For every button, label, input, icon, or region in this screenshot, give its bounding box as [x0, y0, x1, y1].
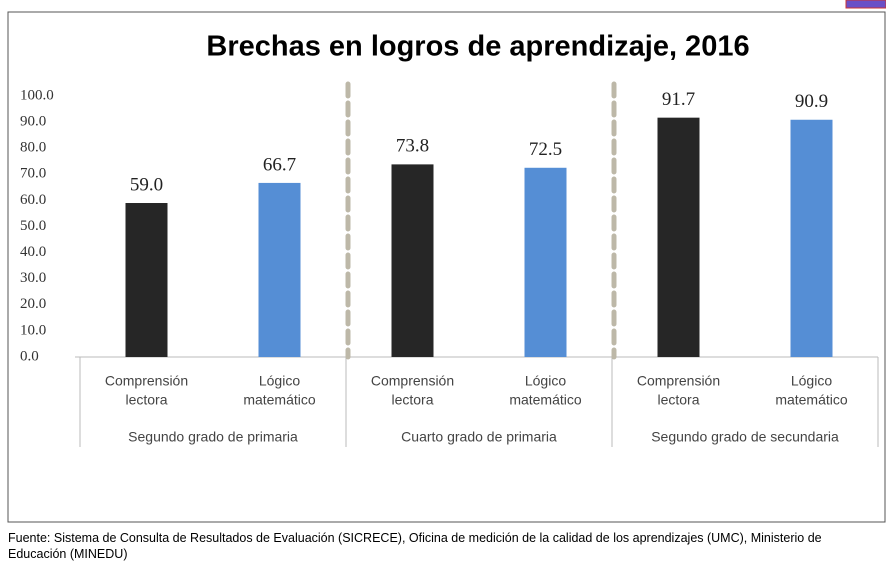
chart-title: Brechas en logros de aprendizaje, 2016 — [206, 31, 749, 63]
group-label: Cuarto grado de primaria — [401, 429, 557, 445]
y-tick-label: 60.0 — [20, 192, 46, 208]
y-tick-label: 90.0 — [20, 114, 46, 130]
data-label: 72.5 — [529, 139, 562, 160]
corner-icon — [845, 0, 886, 9]
x-tick-label: matemático — [775, 392, 848, 408]
data-label: 66.7 — [263, 154, 296, 175]
x-tick-label: Comprensión — [637, 373, 720, 389]
y-tick-label: 10.0 — [20, 322, 46, 338]
group-label: Segundo grado de secundaria — [651, 429, 839, 445]
group-label: Segundo grado de primaria — [128, 429, 298, 445]
data-label: 73.8 — [396, 136, 429, 157]
x-tick-label: Lógico — [525, 373, 566, 389]
y-tick-label: 30.0 — [20, 270, 46, 286]
bar — [125, 203, 168, 357]
x-tick-label: Comprensión — [371, 373, 454, 389]
x-tick-label: lectora — [125, 392, 167, 408]
y-tick-label: 50.0 — [20, 218, 46, 234]
source-note: Fuente: Sistema de Consulta de Resultado… — [8, 531, 822, 561]
data-label: 59.0 — [130, 174, 163, 195]
y-tick-label: 80.0 — [20, 140, 46, 156]
data-label: 91.7 — [662, 89, 695, 110]
x-tick-label: lectora — [391, 392, 433, 408]
x-tick-label: Comprensión — [105, 373, 188, 389]
x-tick-label: Lógico — [259, 373, 300, 389]
y-tick-label: 40.0 — [20, 244, 46, 260]
bar — [790, 119, 833, 357]
data-label: 90.9 — [795, 91, 828, 112]
y-tick-label: 100.0 — [20, 87, 54, 103]
bar — [657, 117, 700, 358]
bar — [258, 182, 301, 357]
bar — [524, 167, 567, 357]
bar — [391, 164, 434, 357]
y-tick-label: 0.0 — [20, 348, 39, 364]
x-tick-label: matemático — [509, 392, 582, 408]
x-tick-label: matemático — [243, 392, 316, 408]
x-tick-label: lectora — [657, 392, 699, 408]
y-tick-label: 70.0 — [20, 166, 46, 182]
y-tick-label: 20.0 — [20, 296, 46, 312]
x-tick-label: Lógico — [791, 373, 832, 389]
